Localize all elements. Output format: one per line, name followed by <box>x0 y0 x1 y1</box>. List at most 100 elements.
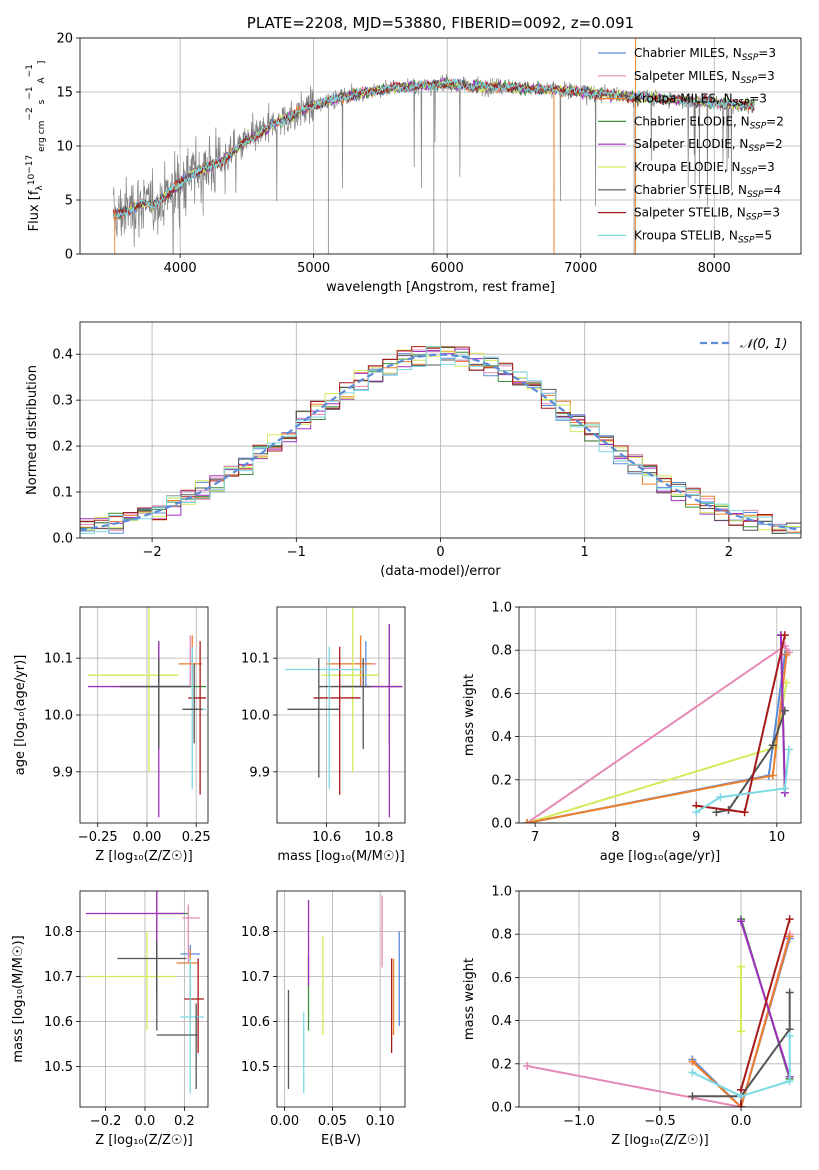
chart-title: PLATE=2208, MJD=53880, FIBERID=0092, z=0… <box>247 14 634 32</box>
errorbar-point-1 <box>182 904 201 963</box>
legend-label-text: Salpeter ELODIE, N <box>634 137 748 151</box>
errorbar-point-9 <box>287 658 340 778</box>
weight-marker <box>737 1103 746 1107</box>
y-tick-label: 0.2 <box>491 773 512 788</box>
weight-marker <box>716 793 725 802</box>
errorbar-point-4 <box>85 891 185 999</box>
y-tick-label: 10 <box>56 140 73 155</box>
y-tick-label: 10.7 <box>44 970 73 985</box>
weight-marker <box>740 808 749 817</box>
errorbar-point-3 <box>342 624 403 744</box>
legend-label-subscript: SSP <box>742 53 759 63</box>
weight-marker <box>785 988 794 997</box>
y-label-part: A <box>37 77 47 87</box>
legend-label-subscript: SSP <box>733 99 750 109</box>
errorbar-point-9 <box>182 663 203 744</box>
x-tick-label: 2 <box>725 545 733 560</box>
legend-label: Chabrier STELIB, NSSP=4 <box>634 183 781 200</box>
errorbar-point-8 <box>180 958 205 1094</box>
x-tick-label: 6000 <box>431 261 464 276</box>
legend-label-value: =2 <box>766 114 784 128</box>
plot-frame <box>518 606 802 824</box>
x-tick-label: 0.00 <box>132 830 161 845</box>
panel-residuals: −2 −1 0 1 2 0.0 0.1 0.2 0.3 0.4 (data-model)/error… <box>25 321 802 579</box>
x-tick-label: 7 <box>531 830 539 845</box>
x-tick-label: 4000 <box>164 261 197 276</box>
y-tick-label: 0.8 <box>491 928 512 943</box>
plot-area <box>523 915 794 1107</box>
errorbar-point-8 <box>284 646 364 789</box>
x-tick-label: −1 <box>287 545 306 560</box>
y-label-part: 10 <box>27 174 37 186</box>
legend-label: Chabrier ELODIE, NSSP=2 <box>634 114 784 131</box>
y-tick-label: 0.2 <box>52 440 73 455</box>
errorbar-point-9 <box>156 1003 199 1089</box>
x-tick-label: 5000 <box>297 261 330 276</box>
panel-mass-vs-ebv: 0.00 0.05 0.10 10.5 10.6 10.7 10.8 E(B-V) <box>241 890 406 1148</box>
y-tick-label: 9.9 <box>249 765 270 780</box>
errorbar-point-7 <box>313 646 361 795</box>
weight-marker <box>688 1092 697 1101</box>
y-label-part: −1 <box>25 86 35 99</box>
legend-label-value: =3 <box>749 92 767 106</box>
x-tick-label: −2 <box>143 545 162 560</box>
y-tick-label: 1.0 <box>491 601 512 616</box>
plot-area <box>284 607 403 818</box>
y-tick-label: 10.5 <box>44 1060 73 1075</box>
normal-curve <box>80 353 801 531</box>
panel-spectrum: 4000 5000 6000 7000 8000 0 5 10 15 20 wavelength [… <box>25 14 802 295</box>
histogram-8 <box>80 346 801 538</box>
legend-label-text: Kroupa MILES, N <box>634 92 733 106</box>
weight-marker <box>768 741 777 750</box>
x-tick-label: 0.25 <box>182 830 211 845</box>
weight-marker <box>688 1068 697 1077</box>
legend-label: Kroupa ELODIE, NSSP=3 <box>634 160 775 177</box>
y-tick-label: 10.1 <box>44 652 73 667</box>
y-tick-label: 0.6 <box>491 971 512 986</box>
model-spectrum-8 <box>113 78 755 219</box>
y-label-part: −1 <box>25 64 35 77</box>
weight-marker <box>737 962 746 971</box>
y-label-part: λ <box>35 185 45 191</box>
y-tick-label: 0.4 <box>491 730 512 745</box>
errorbar-point-6 <box>318 658 372 750</box>
weight-series-8 <box>695 749 790 814</box>
y-tick-label: 20 <box>56 32 73 47</box>
weight-marker <box>784 745 793 754</box>
legend-label: Salpeter STELIB, NSSP=3 <box>634 206 780 223</box>
y-tick-label: 10.6 <box>44 1015 73 1030</box>
x-tick-label: 0 <box>436 545 444 560</box>
weight-marker <box>780 706 789 715</box>
plot-area <box>85 891 205 1094</box>
y-tick-label: 0.1 <box>52 486 73 501</box>
legend-label-subscript: SSP <box>748 144 765 154</box>
y-tick-label: 10.0 <box>241 709 270 724</box>
y-label-part: −17 <box>25 155 35 174</box>
y-tick-label: 0.0 <box>491 817 512 832</box>
panel-weight-vs-Z: −1.0 −0.5 0.0 0.0 0.2 0.4 0.6 0.8 1.0 Z [log₁₀(Z/… <box>462 885 802 1148</box>
legend-label-value: =3 <box>757 69 775 83</box>
legend-label-value: =3 <box>758 46 776 60</box>
errorbar-point-6 <box>117 940 187 1031</box>
plot-frame <box>79 321 802 539</box>
weight-marker <box>785 1031 794 1040</box>
y-tick-label: 0.2 <box>491 1057 512 1072</box>
legend-label: Kroupa MILES, NSSP=3 <box>634 92 767 109</box>
x-axis-label: Z [log₁₀(Z/Z☉)] <box>611 1133 708 1148</box>
weight-marker <box>688 1057 697 1066</box>
x-axis-label: E(B-V) <box>321 1133 361 1148</box>
y-tick-label: 0 <box>65 248 73 263</box>
y-axis-label: Normed distribution <box>25 365 40 495</box>
weight-series-8 <box>691 1035 791 1098</box>
x-axis-label: age [log₁₀(age/yr)] <box>600 849 721 864</box>
legend-label-text: Chabrier ELODIE, N <box>634 114 750 128</box>
errorbar-point-2 <box>176 949 199 1022</box>
legend-label: Salpeter ELODIE, NSSP=2 <box>634 137 783 154</box>
y-tick-label: 10.0 <box>44 709 73 724</box>
y-label-part: Flux [f <box>27 190 42 231</box>
x-tick-label: 9 <box>692 830 700 845</box>
weight-marker <box>737 1027 746 1036</box>
errorbar-point-7 <box>188 641 207 795</box>
legend-label-text: Chabrier MILES, N <box>634 46 742 60</box>
errorbar-point-2 <box>326 635 374 687</box>
